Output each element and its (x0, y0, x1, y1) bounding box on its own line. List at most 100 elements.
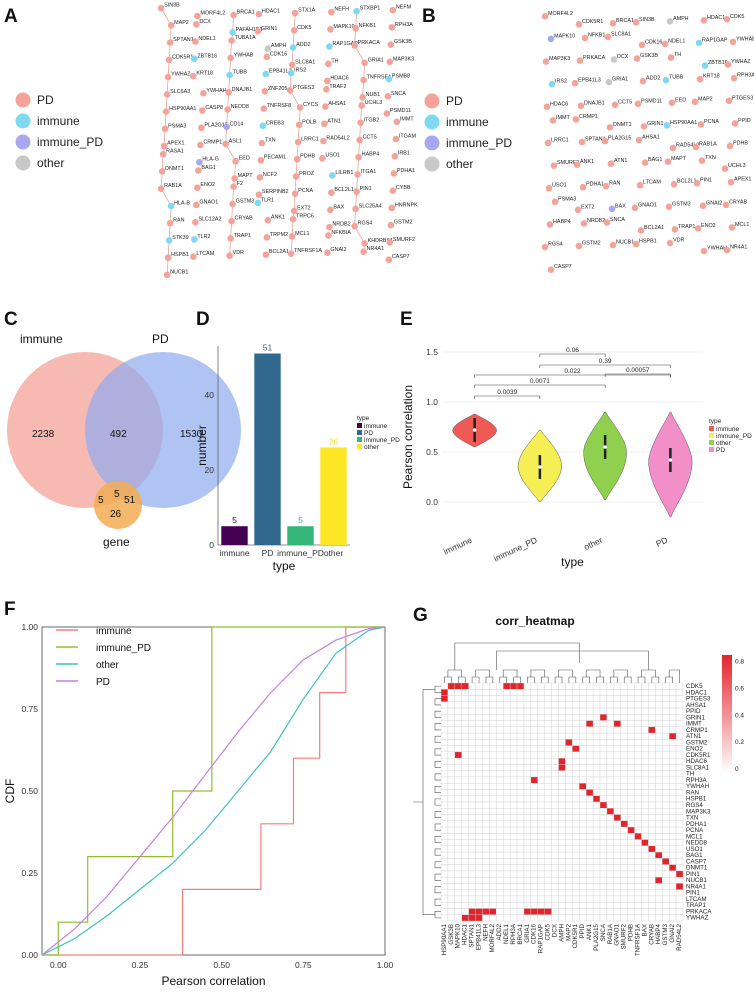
network-node-dot (230, 183, 237, 191)
g-col-label: GSK3B (448, 924, 455, 945)
g-cell (627, 720, 635, 728)
network-node-label: TXN (705, 155, 716, 161)
g-cell (496, 814, 504, 821)
network-node: TNFRSF4 (360, 75, 391, 84)
network-node: EXT2 (290, 205, 311, 215)
g-cell (648, 707, 656, 715)
g-cell (530, 895, 539, 903)
g-cell (516, 876, 525, 884)
g-cell (592, 789, 601, 796)
network-node-dot (550, 162, 558, 169)
g-cell (592, 858, 601, 865)
g-cell (558, 858, 566, 865)
g-cell (454, 839, 462, 847)
g-cell (447, 839, 456, 847)
g-cell (551, 820, 559, 828)
network-node-dot (700, 247, 708, 255)
g-cell (530, 801, 539, 809)
g-cell (655, 776, 663, 784)
network-node-label: YWHAH (707, 246, 727, 252)
panel-label-e: E (400, 309, 413, 330)
network-node-label: RASA1 (166, 149, 184, 155)
f-xtick-label: 0.50 (213, 960, 230, 970)
g-cell (572, 751, 580, 759)
g-cell (634, 720, 642, 728)
venn-count-pd-gene: 51 (124, 495, 136, 506)
g-cell (586, 876, 594, 884)
g-cell (558, 745, 566, 753)
network-node: ITGB2 (357, 117, 379, 127)
g-cell (579, 714, 587, 721)
g-cell (537, 739, 545, 746)
g-cell (454, 739, 462, 746)
g-cell (627, 845, 635, 853)
g-cell (648, 751, 656, 759)
network-node-dot (163, 271, 171, 279)
g-cell (634, 764, 642, 771)
network-node: UCHL3 (721, 163, 746, 172)
g-cell (468, 833, 476, 840)
network-node: MCL1 (728, 222, 749, 231)
g-cell (454, 820, 462, 828)
g-cell (440, 839, 449, 847)
g-cell (544, 745, 552, 753)
g-cell (544, 883, 552, 890)
g-cell (544, 801, 552, 809)
g-cell (648, 820, 656, 828)
g-cell (523, 870, 532, 878)
g-cell (558, 757, 566, 765)
network-node-label: TNFRSF8 (267, 103, 291, 109)
g-cell (620, 795, 628, 803)
network-node-dot (548, 80, 556, 88)
network-node: MAPT (231, 173, 253, 182)
g-cell (586, 682, 594, 690)
g-cell (509, 908, 518, 915)
e-legend-swatch (709, 426, 714, 431)
g-cell (461, 889, 469, 897)
g-cell (579, 801, 587, 809)
network-node: TRPC6 (289, 214, 314, 223)
g-cell (523, 833, 532, 840)
network-node-dot (700, 17, 708, 24)
g-cell (634, 745, 642, 753)
g-cell (447, 707, 456, 715)
network-node: CDK5 (290, 25, 312, 34)
g-cell (592, 845, 601, 853)
g-cell (565, 826, 573, 834)
g-col-label: CDK16 (531, 923, 538, 944)
g-cell (586, 914, 594, 922)
network-node-dot (726, 142, 734, 150)
g-cell (468, 826, 476, 834)
network-node: STK39 (165, 235, 189, 244)
g-cell (620, 858, 628, 865)
g-cell (482, 858, 490, 865)
network-node: GSTM2 (575, 241, 601, 250)
g-colorbar-tick: 0 (735, 766, 739, 773)
g-cell (606, 889, 615, 897)
f-legend-label: immune (96, 626, 132, 637)
g-cell (496, 707, 504, 715)
g-cell (599, 764, 608, 771)
network-node-dot (255, 191, 263, 199)
g-cell (468, 689, 476, 696)
g-cell (641, 695, 649, 702)
g-cell (523, 783, 532, 790)
g-cell (551, 745, 559, 753)
g-cell (461, 726, 469, 734)
network-node-dot (547, 35, 555, 43)
g-cell (620, 732, 628, 740)
g-cell (558, 720, 566, 728)
g-cell (489, 864, 497, 872)
g-cell (551, 839, 559, 847)
network-node-label: GRIN1 (647, 121, 663, 127)
g-cell (592, 695, 601, 702)
g-cell (468, 682, 476, 690)
e-y-axis-title: Pearson correlation (401, 385, 415, 489)
venn-count-immune-pd-gene: 5 (114, 489, 120, 500)
g-cell (634, 826, 642, 834)
network-node-label: CRMP1 (203, 140, 222, 146)
g-cell (523, 789, 532, 796)
g-cell (613, 889, 621, 897)
network-node: CDK5R1 (165, 54, 193, 64)
g-cell (620, 895, 628, 903)
